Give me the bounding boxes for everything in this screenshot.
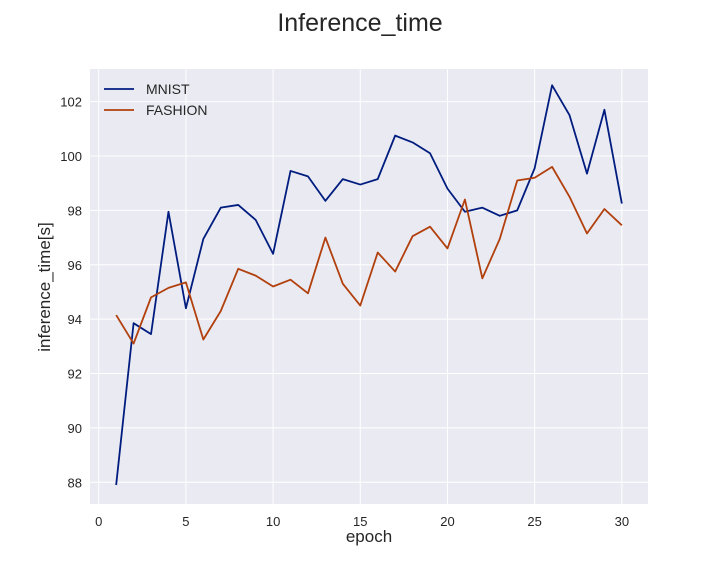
series-line-fashion bbox=[115, 165, 623, 345]
y-tick-label: 94 bbox=[68, 312, 82, 327]
y-axis-label: inference_time[s] bbox=[35, 222, 54, 351]
x-tick-label: 30 bbox=[615, 514, 629, 529]
series-line-mnist bbox=[115, 84, 623, 486]
x-tick-label: 5 bbox=[182, 514, 189, 529]
legend-label-fashion: FASHION bbox=[146, 102, 207, 118]
y-tick-label: 90 bbox=[68, 421, 82, 436]
ticks: 0 5 10 15 20 25 30 88 90 92 94 96 98 100 102 bbox=[60, 95, 629, 529]
x-tick-label: 10 bbox=[266, 514, 280, 529]
legend: MNIST FASHION bbox=[104, 81, 207, 118]
y-tick-label: 96 bbox=[68, 258, 82, 273]
y-tick-label: 92 bbox=[68, 367, 82, 382]
x-axis-label: epoch bbox=[346, 527, 392, 546]
y-tick-label: 102 bbox=[60, 95, 82, 110]
x-tick-label: 20 bbox=[440, 514, 454, 529]
grid bbox=[90, 69, 648, 504]
plot-area bbox=[90, 69, 648, 504]
x-tick-label: 15 bbox=[353, 514, 367, 529]
x-tick-label: 25 bbox=[527, 514, 541, 529]
x-tick-label: 0 bbox=[95, 514, 102, 529]
legend-label-mnist: MNIST bbox=[146, 81, 190, 97]
series-lines bbox=[115, 84, 623, 486]
y-tick-label: 88 bbox=[68, 475, 82, 490]
y-tick-label: 100 bbox=[60, 149, 82, 164]
y-tick-label: 98 bbox=[68, 203, 82, 218]
chart-title: Inference_time bbox=[277, 9, 442, 37]
